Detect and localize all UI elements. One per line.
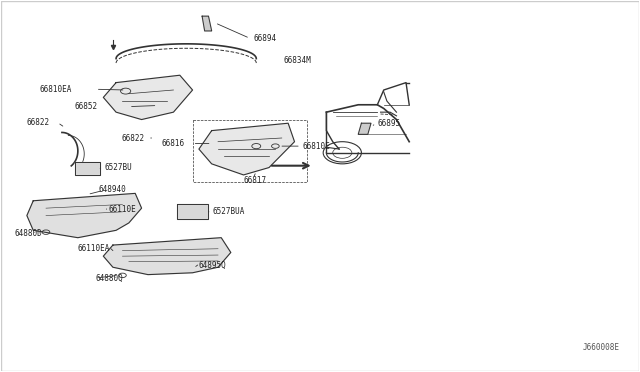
Polygon shape xyxy=(202,16,212,31)
Text: 64880D: 64880D xyxy=(14,230,42,238)
Text: 66894: 66894 xyxy=(253,34,276,43)
Text: J660008E: J660008E xyxy=(582,343,620,352)
Text: 66110EA: 66110EA xyxy=(78,244,110,253)
Text: 66110E: 66110E xyxy=(108,205,136,215)
Polygon shape xyxy=(27,193,141,238)
Polygon shape xyxy=(177,205,209,219)
Text: 6527BUA: 6527BUA xyxy=(213,207,245,217)
Polygon shape xyxy=(103,238,231,275)
Text: 66822: 66822 xyxy=(121,134,144,143)
Polygon shape xyxy=(199,123,294,175)
Polygon shape xyxy=(75,162,100,175)
Text: 648940: 648940 xyxy=(99,185,126,194)
Polygon shape xyxy=(358,123,371,134)
Text: 6527BU: 6527BU xyxy=(104,163,132,172)
Polygon shape xyxy=(103,75,193,119)
Text: 66810E: 66810E xyxy=(302,142,330,151)
Text: 66852: 66852 xyxy=(75,102,98,111)
Text: 66895: 66895 xyxy=(378,119,401,128)
Text: 64880Q: 64880Q xyxy=(96,274,124,283)
Text: 64895Q: 64895Q xyxy=(199,260,227,269)
Text: 66817: 66817 xyxy=(244,176,267,185)
Text: 66822: 66822 xyxy=(27,118,50,127)
Text: 66810EA: 66810EA xyxy=(40,85,72,94)
Text: 66834M: 66834M xyxy=(283,56,311,65)
Text: 66816: 66816 xyxy=(162,139,185,148)
Bar xyxy=(1,1,409,371)
